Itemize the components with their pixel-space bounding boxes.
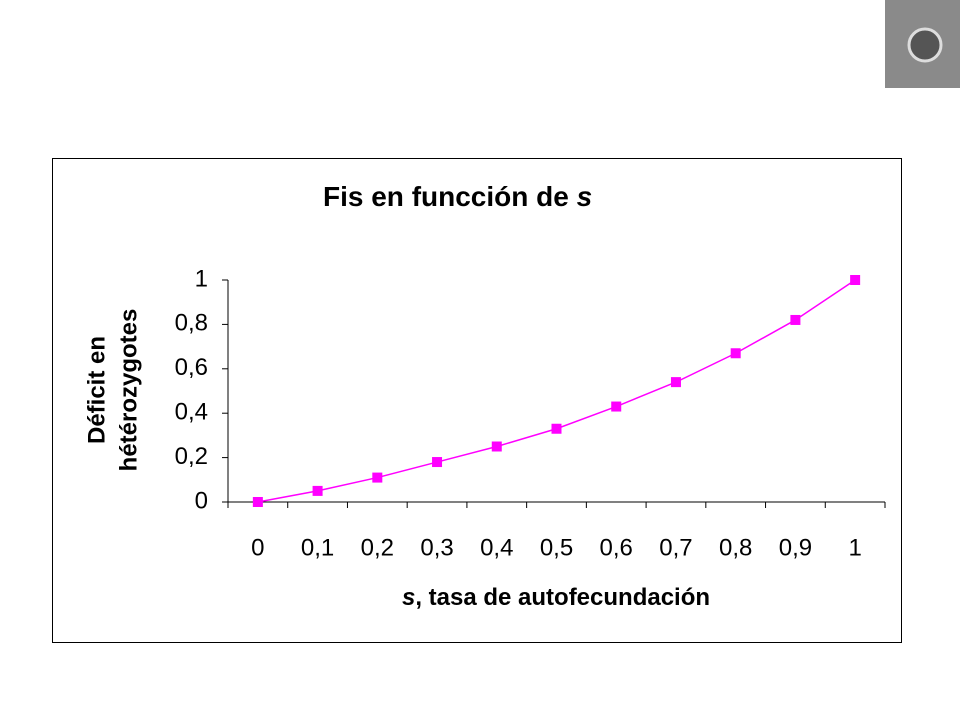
data-point bbox=[252, 497, 263, 507]
x-label-symbol: s bbox=[402, 584, 415, 611]
data-point bbox=[850, 275, 861, 285]
x-tick-label: 0,8 bbox=[719, 534, 752, 561]
data-point bbox=[551, 423, 562, 434]
x-tick-label: 0,4 bbox=[480, 534, 513, 561]
chart-title: Fis en funcción de s bbox=[323, 181, 592, 212]
chart-frame bbox=[52, 158, 902, 643]
data-point bbox=[491, 441, 502, 452]
x-tick-label: 0,3 bbox=[420, 534, 453, 561]
data-point bbox=[790, 314, 801, 325]
corner-photo-detail bbox=[907, 27, 943, 63]
y-tick-label: 0,2 bbox=[175, 443, 208, 470]
y-tick-label: 0,8 bbox=[175, 310, 208, 337]
data-point bbox=[312, 485, 323, 496]
x-tick-label: 0,7 bbox=[659, 534, 692, 561]
data-point bbox=[432, 457, 443, 468]
y-tick-label: 0 bbox=[195, 487, 208, 514]
data-point bbox=[611, 401, 622, 412]
y-label-line: Déficit en bbox=[83, 336, 110, 444]
x-tick-label: 0 bbox=[251, 534, 264, 561]
y-tick-label: 0,6 bbox=[175, 354, 208, 381]
x-tick-label: 0,2 bbox=[361, 534, 394, 561]
x-label-text: , tasa de autofecundación bbox=[415, 584, 710, 611]
x-tick-label: 0,1 bbox=[301, 534, 334, 561]
x-tick-label: 0,6 bbox=[600, 534, 633, 561]
title-symbol: s bbox=[577, 181, 593, 212]
x-tick-label: 1 bbox=[848, 534, 861, 561]
data-point bbox=[372, 472, 383, 483]
y-tick-label: 1 bbox=[195, 265, 208, 292]
y-axis-label: Déficit en hétérozygotes bbox=[83, 309, 142, 472]
x-tick-label: 0,5 bbox=[540, 534, 573, 561]
y-tick-label: 0,4 bbox=[175, 399, 208, 426]
data-point bbox=[670, 377, 681, 388]
x-axis-label: s, tasa de autofecundación bbox=[402, 584, 710, 611]
x-tick-label: 0,9 bbox=[779, 534, 812, 561]
title-text: Fis en funcción de bbox=[323, 181, 569, 212]
y-label-line: hétérozygotes bbox=[115, 309, 142, 472]
data-point bbox=[730, 348, 741, 359]
